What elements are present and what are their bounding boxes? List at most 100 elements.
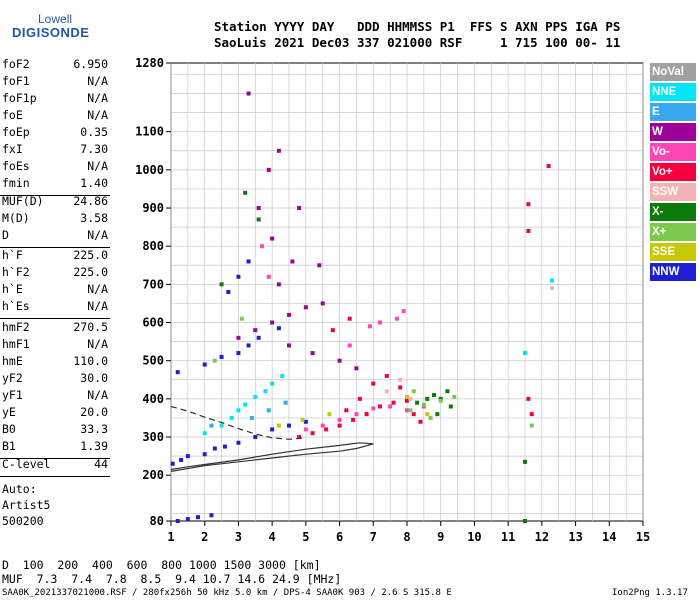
- footer-program: Ion2Png 1.3.17: [612, 588, 688, 598]
- legend-item: NNW: [650, 263, 696, 281]
- param-name: foEs: [2, 159, 30, 173]
- legend-item: X-: [650, 203, 696, 221]
- param-row: B0 33.3: [2, 422, 108, 438]
- echo-point: [337, 358, 342, 363]
- echo-point: [398, 385, 403, 390]
- echo-point: [303, 427, 308, 432]
- profile-curve: [170, 442, 374, 472]
- echo-point: [202, 362, 207, 367]
- echo-point: [428, 415, 433, 420]
- param-row: hmF2 270.5: [2, 320, 108, 336]
- echo-point: [283, 400, 288, 405]
- echo-point: [364, 412, 369, 417]
- x-tick-label: 13: [568, 530, 582, 544]
- echo-point: [347, 343, 352, 348]
- echo-point: [415, 400, 420, 405]
- x-tick-label: 11: [501, 530, 515, 544]
- echo-point: [263, 389, 268, 394]
- echo-point: [526, 228, 531, 233]
- echo-point: [175, 519, 180, 523]
- param-name: yF1: [2, 388, 23, 402]
- echo-point: [310, 351, 315, 356]
- y-tick-label: 800: [142, 239, 164, 253]
- x-tick-label: 14: [602, 530, 616, 544]
- y-tick-label: 1280: [135, 56, 164, 70]
- legend-item: SSW: [650, 183, 696, 201]
- param-value: 0.35: [80, 125, 108, 139]
- param-value: 33.3: [80, 422, 108, 436]
- echo-point: [185, 517, 190, 522]
- ionogram-chart: 1 2 3 4 5 6 7 8 9 10 11 12 13 14 15 802003004005006007…: [135, 56, 650, 544]
- param-value: 1.40: [80, 176, 108, 190]
- x-tick-label: 4: [269, 530, 276, 544]
- y-tick-label: 80: [150, 514, 164, 528]
- echo-points: [170, 91, 554, 523]
- echo-point: [378, 404, 383, 409]
- param-row: hmE 110.0: [2, 354, 108, 370]
- y-axis-ticks: 80 200 300 400 500 600 700 800 900 1000 1100 1280: [135, 56, 171, 528]
- echo-point: [202, 431, 207, 436]
- echo-point: [209, 423, 214, 428]
- x-tick-label: 1: [167, 530, 174, 544]
- echo-point: [354, 366, 359, 371]
- echo-point: [529, 412, 534, 417]
- param-row: fmin 1.40: [2, 176, 108, 192]
- param-row: h`F 225.0: [2, 248, 108, 264]
- echo-point: [195, 515, 200, 520]
- param-row: h`F2 225.0: [2, 265, 108, 281]
- param-value: 3.58: [80, 211, 108, 225]
- param-row: yE 20.0: [2, 405, 108, 421]
- x-tick-label: 10: [467, 530, 481, 544]
- param-row: foEp 0.35: [2, 125, 108, 141]
- echo-point: [448, 404, 453, 409]
- param-name: h`F: [2, 248, 23, 262]
- param-value: 1.39: [80, 439, 108, 453]
- param-value: N/A: [87, 108, 108, 122]
- x-tick-label: 8: [403, 530, 410, 544]
- param-value: N/A: [87, 91, 108, 105]
- echo-point: [327, 412, 332, 417]
- param-row: foF2 6.950: [2, 57, 108, 73]
- echo-point: [236, 440, 241, 445]
- param-value: 7.30: [80, 142, 108, 156]
- param-value: N/A: [87, 282, 108, 296]
- echo-point: [249, 415, 254, 420]
- echo-point: [270, 381, 275, 386]
- echo-point: [226, 290, 231, 294]
- param-name: fmin: [2, 176, 30, 190]
- param-value: N/A: [87, 228, 108, 242]
- legend-item: Vo+: [650, 163, 696, 181]
- echo-point: [290, 259, 295, 264]
- echo-point: [549, 278, 554, 283]
- echo-point: [378, 320, 383, 325]
- echo-point: [310, 431, 315, 436]
- x-tick-label: 15: [636, 530, 650, 544]
- param-name: hmE: [2, 354, 23, 368]
- echo-point: [229, 415, 234, 420]
- echo-point: [371, 406, 376, 411]
- echo-point: [253, 435, 258, 440]
- param-name: h`E: [2, 282, 23, 296]
- echo-point: [212, 358, 217, 363]
- param-value: 44: [94, 457, 108, 471]
- param-value: 30.0: [80, 371, 108, 385]
- legend-item: X+: [650, 223, 696, 241]
- param-value: 110.0: [73, 354, 108, 368]
- echo-point: [546, 164, 551, 169]
- echo-point: [260, 244, 265, 249]
- echo-point: [405, 394, 409, 399]
- echo-point: [175, 370, 180, 375]
- echo-point: [170, 461, 175, 466]
- legend-item: Vo-: [650, 143, 696, 161]
- footer-d-label: D: [2, 558, 9, 572]
- echo-point: [384, 373, 389, 378]
- echo-point: [418, 419, 423, 424]
- footer-muf-values: 7.3 7.4 7.8 8.5 9.4 10.7 14.6 24.9 [MHz]: [22, 572, 342, 586]
- echo-point: [408, 396, 413, 401]
- param-row: foF1p N/A: [2, 91, 108, 107]
- echo-point: [219, 282, 224, 287]
- echo-point: [523, 519, 527, 523]
- echo-point: [337, 417, 342, 422]
- echo-point: [344, 408, 349, 413]
- echo-point: [324, 427, 329, 432]
